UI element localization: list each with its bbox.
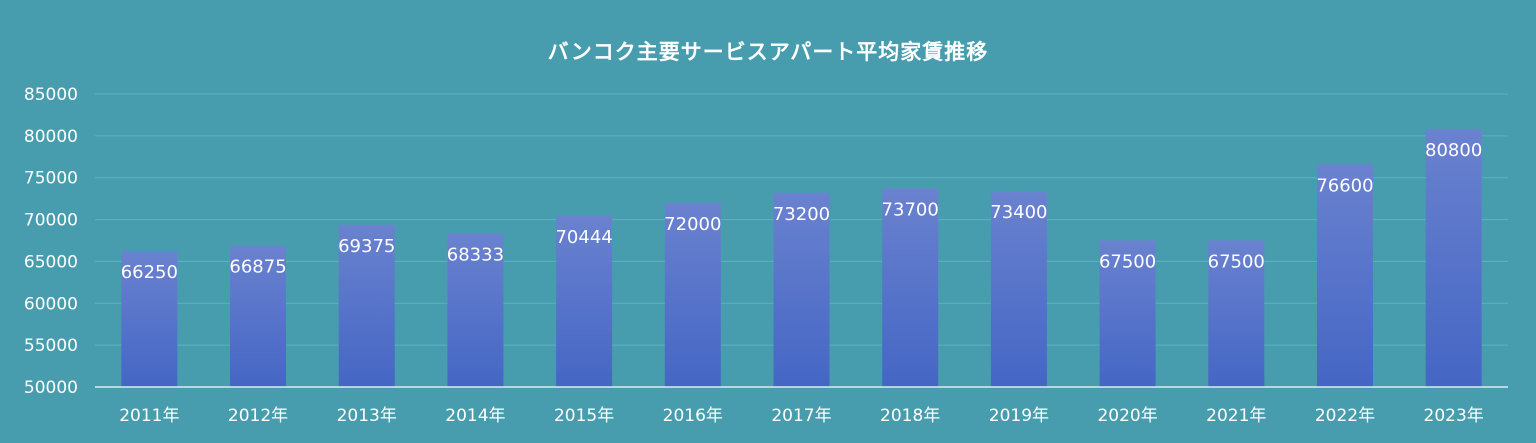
chart-title: バンコク主要サービスアパート平均家賃推移 bbox=[547, 40, 989, 64]
bars bbox=[121, 129, 1482, 387]
data-label: 66250 bbox=[121, 262, 178, 283]
y-tick-label: 85000 bbox=[24, 85, 78, 105]
x-tick-label: 2016年 bbox=[663, 406, 723, 426]
bar-2017年 bbox=[773, 192, 830, 387]
bar-2022年 bbox=[1316, 164, 1373, 387]
y-tick-label: 70000 bbox=[24, 211, 78, 231]
x-tick-label: 2011年 bbox=[119, 406, 179, 426]
data-label: 68333 bbox=[447, 245, 504, 266]
data-label: 67500 bbox=[1208, 252, 1265, 273]
data-label: 73200 bbox=[773, 204, 830, 225]
data-label: 70444 bbox=[555, 227, 612, 248]
data-label: 66875 bbox=[229, 257, 286, 278]
x-tick-label: 2012年 bbox=[228, 406, 288, 426]
bar-2019年 bbox=[990, 191, 1047, 387]
bar-2015年 bbox=[556, 215, 613, 387]
y-tick-label: 80000 bbox=[24, 127, 78, 147]
bar-2012年 bbox=[230, 245, 287, 387]
data-label: 73400 bbox=[990, 202, 1047, 223]
x-tick-label: 2020年 bbox=[1097, 406, 1157, 426]
y-tick-label: 75000 bbox=[24, 169, 78, 189]
x-tick-label: 2018年 bbox=[880, 406, 940, 426]
y-tick-label: 50000 bbox=[24, 378, 78, 398]
x-tick-label: 2021年 bbox=[1206, 406, 1266, 426]
bar-2016年 bbox=[664, 202, 721, 387]
data-label: 67500 bbox=[1099, 252, 1156, 273]
x-tick-label: 2023年 bbox=[1424, 406, 1484, 426]
bar-2014年 bbox=[447, 233, 504, 387]
y-tick-label: 55000 bbox=[24, 336, 78, 356]
data-label: 69375 bbox=[338, 236, 395, 257]
data-labels: 66250 66875 69375 68333 70444 72000 73200 73700… bbox=[121, 140, 1483, 283]
x-tick-label: 2014年 bbox=[445, 406, 505, 426]
bar-2021年 bbox=[1208, 240, 1265, 387]
bar-2013年 bbox=[338, 224, 395, 387]
data-label: 80800 bbox=[1425, 140, 1482, 161]
x-axis-ticks: 2011年 2012年 2013年 2014年 2015年 2016年 2017年 2018年… bbox=[119, 406, 1484, 426]
x-tick-label: 2017年 bbox=[771, 406, 831, 426]
data-label: 73700 bbox=[882, 200, 939, 221]
y-tick-label: 65000 bbox=[24, 252, 78, 272]
x-tick-label: 2019年 bbox=[989, 406, 1049, 426]
bar-2011年 bbox=[121, 250, 178, 387]
y-tick-label: 60000 bbox=[24, 294, 78, 314]
bar-2018年 bbox=[882, 188, 939, 387]
x-tick-label: 2013年 bbox=[337, 406, 397, 426]
data-label: 76600 bbox=[1316, 175, 1373, 196]
bar-2020年 bbox=[1099, 240, 1156, 387]
x-tick-label: 2022年 bbox=[1315, 406, 1375, 426]
data-label: 72000 bbox=[664, 214, 721, 235]
x-tick-label: 2015年 bbox=[554, 406, 614, 426]
bar-2023年 bbox=[1425, 129, 1482, 387]
y-axis-ticks: 50000 55000 60000 65000 70000 75000 80000 85000 bbox=[24, 85, 78, 398]
